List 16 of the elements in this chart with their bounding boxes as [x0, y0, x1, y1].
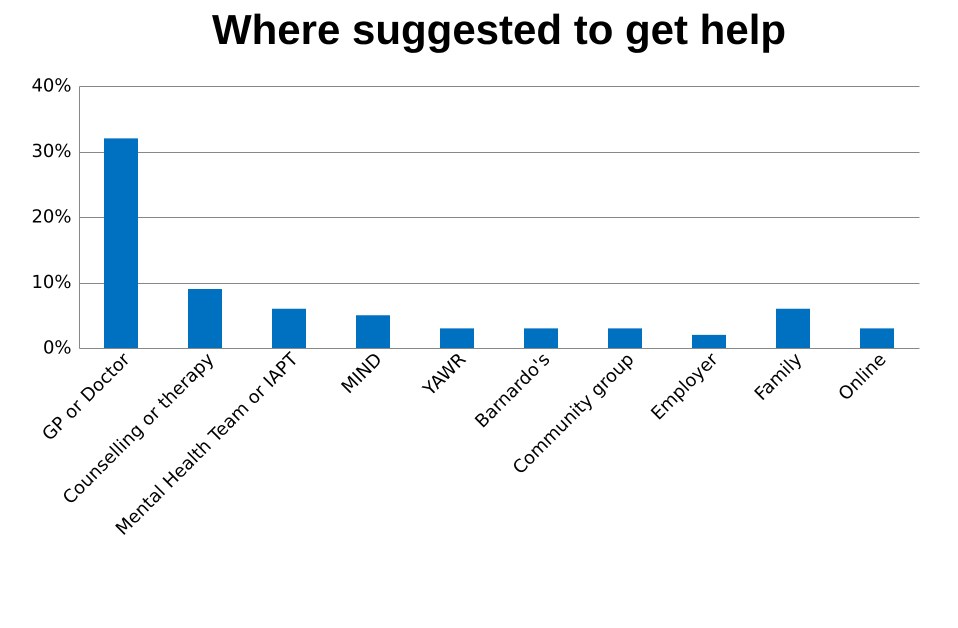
- y-tick-label: 30%: [31, 141, 72, 162]
- chart-title: Where suggested to get help: [212, 6, 786, 53]
- bar: [692, 334, 726, 348]
- bar: [860, 328, 894, 348]
- y-tick-label: 40%: [31, 76, 72, 96]
- bar: [188, 289, 222, 348]
- bar: [356, 315, 390, 348]
- y-tick-label: 10%: [31, 272, 72, 293]
- bar: [524, 328, 558, 348]
- bar: [272, 308, 306, 348]
- bar: [104, 138, 138, 348]
- bar: [608, 328, 642, 348]
- y-tick-label: 0%: [42, 338, 72, 358]
- bar: [776, 308, 810, 348]
- y-tick-label: 20%: [31, 206, 72, 228]
- bar: [440, 328, 474, 348]
